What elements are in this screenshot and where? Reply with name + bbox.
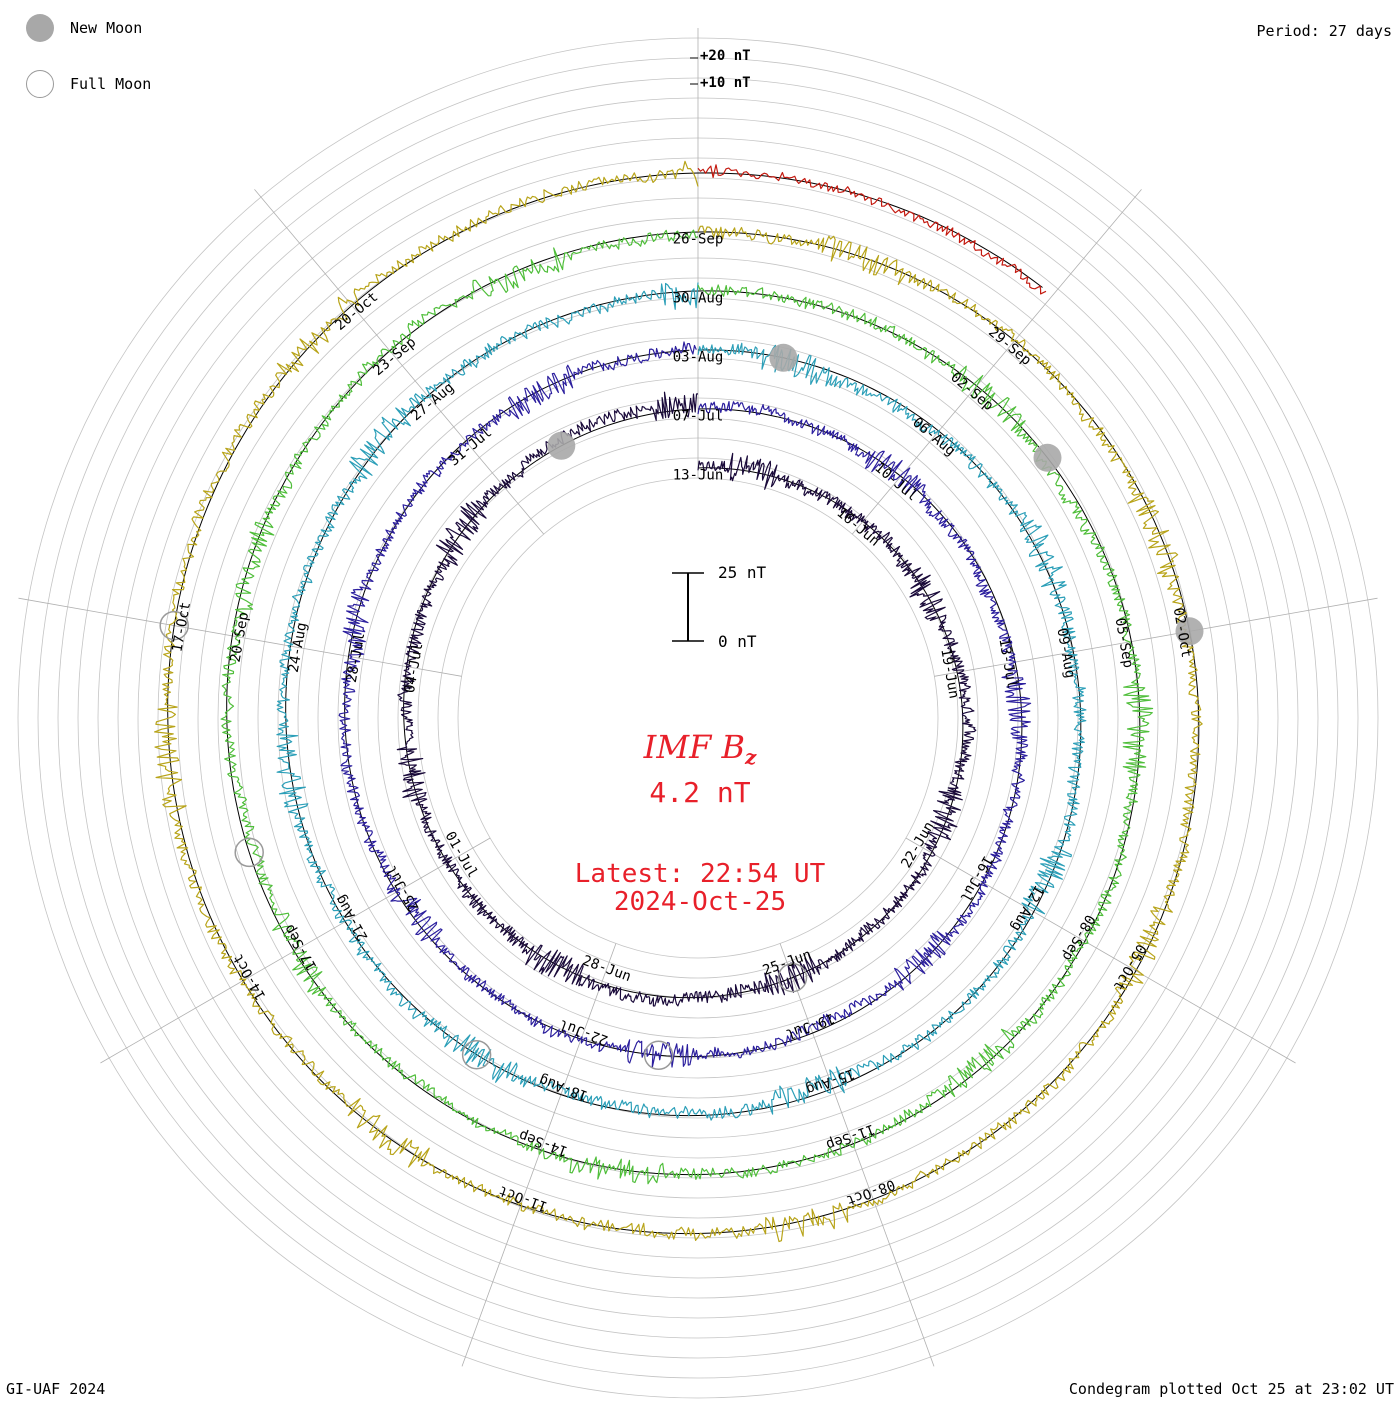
date-tick-label: 18-Aug	[537, 1071, 590, 1103]
series-trace	[220, 229, 1154, 1185]
period-label: Period: 27 days	[1256, 22, 1392, 40]
spoke-line	[851, 189, 1142, 535]
date-tick-label: 13-Jul	[995, 637, 1020, 690]
legend-full-moon: Full Moon	[26, 68, 151, 100]
spoke-line	[461, 943, 617, 1367]
new-moon-marker	[769, 343, 798, 372]
date-tick-label: 19-Jul	[784, 1010, 837, 1042]
date-tick-label: 29-Sep	[985, 324, 1034, 369]
baseline-layer	[167, 172, 1200, 1235]
quantity-title: IMF Bz	[590, 728, 810, 769]
series-trace	[154, 160, 1203, 1243]
spoke-line	[254, 189, 545, 535]
date-tick-label: 03-Aug	[673, 350, 724, 366]
full-moon-marker	[461, 1039, 492, 1070]
ring-scale-plus10: +10 nT	[700, 75, 751, 91]
full-moon-marker	[234, 837, 264, 868]
scale-bar-top-label: 25 nT	[718, 563, 767, 582]
moon-layer	[159, 343, 1204, 1071]
zero-baseline	[697, 172, 1043, 288]
date-tick-label: 05-Sep	[1112, 617, 1137, 670]
footer-plot-time: Condegram plotted Oct 25 at 23:02 UT	[1068, 1380, 1394, 1398]
date-tick-label: 20-Sep	[228, 611, 253, 664]
quantity-title-text: IMF B	[643, 728, 745, 766]
latest-value: 4.2 nT	[649, 776, 751, 809]
full-moon-marker	[159, 610, 189, 641]
trace-layer	[154, 160, 1203, 1243]
date-tick-label: 02-Sep	[947, 369, 996, 414]
scale-bar	[672, 572, 704, 642]
new-moon-marker	[1033, 443, 1062, 472]
scale-bar-bottom-label: 0 nT	[718, 632, 757, 651]
footer-credit: GI-UAF 2024	[6, 1380, 106, 1398]
series-trace	[697, 164, 1047, 295]
series-trace	[276, 282, 1087, 1121]
date-tick-label: 11-Oct	[497, 1182, 550, 1214]
date-tick-label: 31-Jul	[446, 425, 495, 470]
label-layer: 13-Jun16-Jun19-Jun22-Jun25-Jun28-Jun01-J…	[169, 232, 1194, 1215]
new-moon-marker	[547, 431, 576, 460]
latest-time: Latest: 22:54 UT	[574, 859, 826, 889]
spoke-line	[779, 943, 935, 1367]
new-moon-icon	[26, 14, 54, 42]
zero-baseline	[167, 172, 1200, 1235]
date-tick-label: 26-Sep	[673, 232, 724, 248]
date-tick-label: 07-Jul	[673, 409, 724, 425]
spoke-line	[18, 597, 462, 677]
series-trace	[396, 391, 977, 1007]
series-trace	[338, 341, 1032, 1069]
quantity-title-subscript: z	[744, 745, 757, 769]
legend-full-moon-label: Full Moon	[70, 75, 152, 93]
date-tick-label: 06-Aug	[909, 415, 958, 460]
full-moon-marker	[777, 962, 808, 993]
spoke-layer	[18, 28, 1378, 1367]
date-tick-label: 22-Jul	[557, 1016, 610, 1048]
date-tick-label: 17-Oct	[169, 601, 194, 654]
date-tick-label: 09-Aug	[1053, 627, 1078, 680]
latest-date: 2024-Oct-25	[613, 887, 787, 917]
date-tick-label: 13-Jun	[673, 468, 724, 484]
date-tick-label: 11-Sep	[824, 1120, 877, 1152]
spoke-line	[934, 597, 1378, 677]
date-tick-label: 30-Aug	[673, 291, 724, 307]
spoke-line	[100, 837, 491, 1064]
latest-timestamp: Latest: 22:54 UT 2024-Oct-25	[540, 860, 860, 916]
date-tick-label: 28-Jul	[344, 631, 369, 684]
date-tick-label: 12-Aug	[1007, 882, 1046, 934]
date-tick-label: 24-Aug	[286, 621, 311, 674]
legend-new-moon-label: New Moon	[70, 19, 143, 37]
grid-ring	[397, 417, 999, 1019]
legend-new-moon: New Moon	[26, 12, 142, 44]
spoke-line	[905, 837, 1296, 1064]
ring-scale-plus20: +20 nT	[700, 48, 751, 64]
full-moon-marker	[643, 1040, 674, 1071]
ring-scale-ticks	[690, 57, 698, 85]
full-moon-icon	[26, 70, 54, 98]
date-tick-label: 22-Jun	[898, 819, 937, 871]
new-moon-marker	[1175, 617, 1204, 646]
